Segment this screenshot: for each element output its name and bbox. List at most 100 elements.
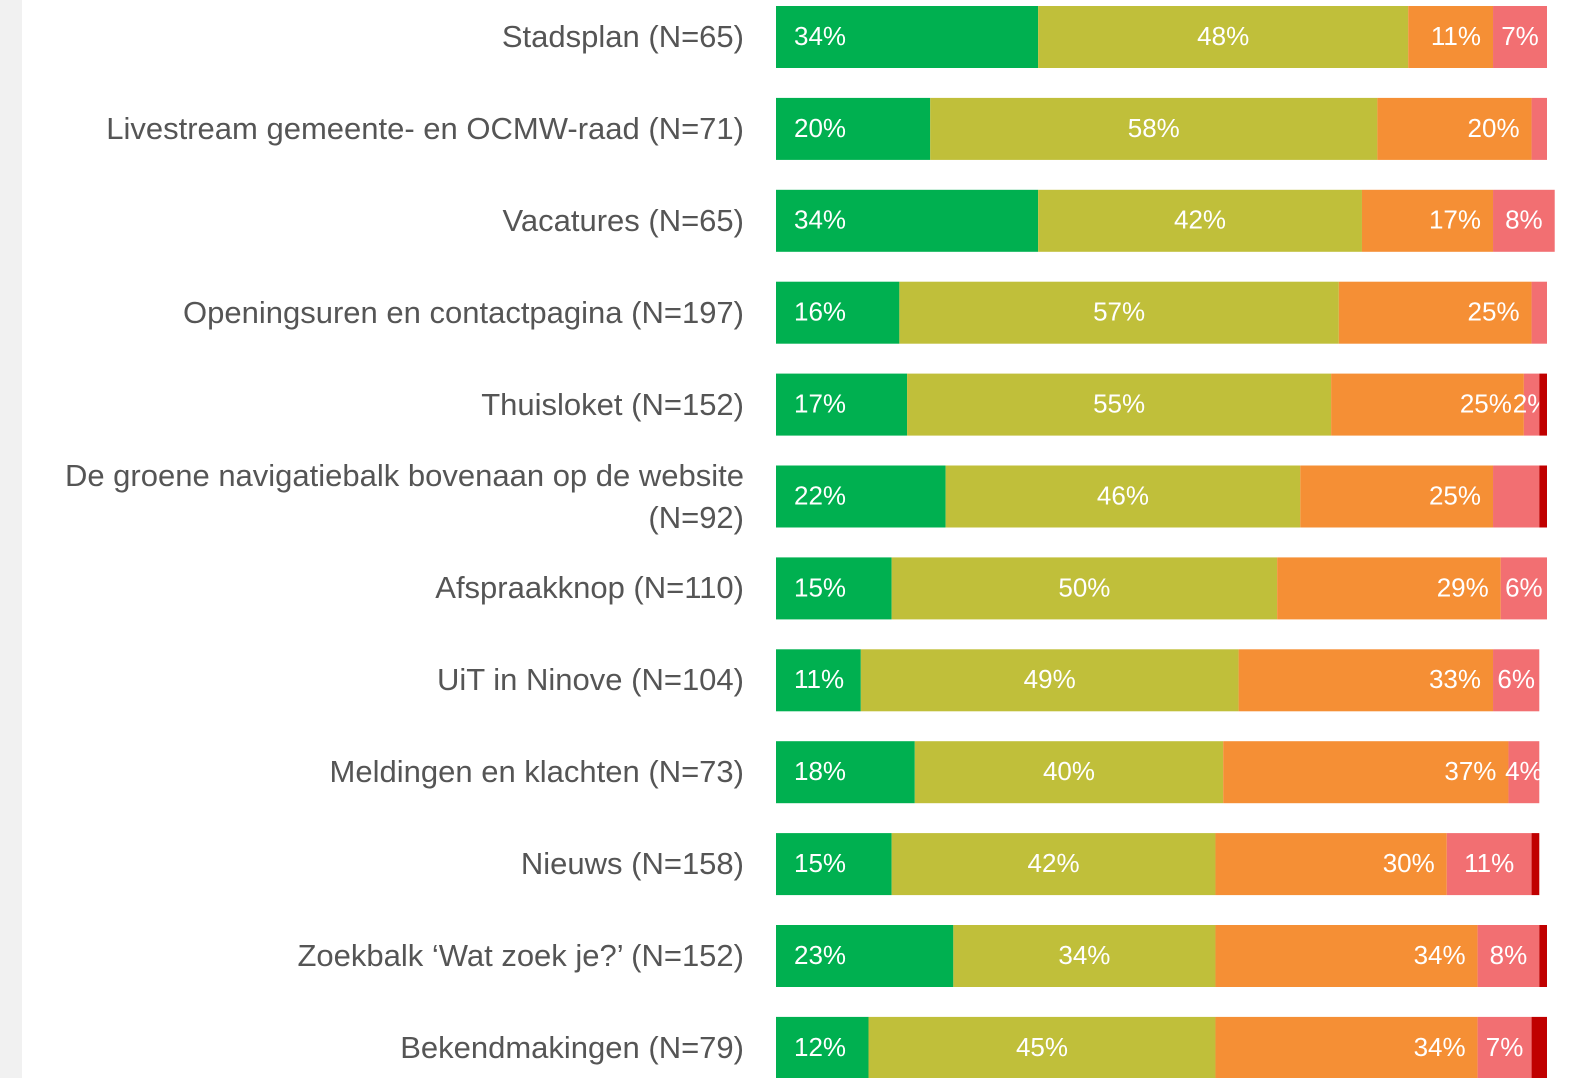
bar-segment — [1508, 741, 1540, 804]
value-label: 40% — [1043, 756, 1095, 786]
bar-segment — [1331, 373, 1524, 436]
bar-segment — [1215, 833, 1447, 896]
category-label: Meldingen en klachten (N=73) — [329, 754, 744, 790]
category-label: Zoekbalk ‘Wat zoek je?’ (N=152) — [297, 938, 744, 973]
bar-segment — [776, 741, 915, 804]
bar-segment — [1500, 557, 1547, 620]
bar-segment — [1531, 97, 1547, 160]
bar-segment — [1223, 741, 1509, 804]
bar-segment — [776, 465, 946, 528]
bar-segment — [776, 6, 1039, 68]
bar-segment — [776, 189, 1039, 252]
bar-segment — [868, 1016, 1216, 1078]
value-label: 16% — [794, 297, 846, 327]
bar-segment — [907, 373, 1332, 436]
bar-segment — [1539, 465, 1547, 528]
bar-segment — [776, 1016, 869, 1078]
value-label: 8% — [1490, 940, 1528, 970]
value-label: 42% — [1028, 848, 1080, 878]
bar-segment — [776, 373, 908, 436]
category-label: Stadsplan (N=65) — [501, 19, 744, 54]
bar-segment — [891, 557, 1278, 620]
bar-segment — [1539, 925, 1547, 987]
bar-segment — [1215, 925, 1478, 987]
bar-segment — [1477, 1016, 1532, 1078]
value-label: 8% — [1505, 205, 1543, 235]
value-label: 18% — [794, 756, 846, 786]
category-label: Afspraakknop (N=110) — [435, 570, 744, 606]
value-label: 45% — [1016, 1032, 1068, 1062]
value-label: 34% — [1414, 940, 1466, 970]
bar-segment — [776, 925, 954, 987]
value-label: 49% — [1024, 664, 1076, 694]
bar-segment — [914, 741, 1224, 804]
bar-segment — [1531, 833, 1540, 896]
bar-segment — [1338, 281, 1532, 344]
value-label: 25% — [1429, 480, 1481, 510]
value-label: 11% — [1464, 848, 1514, 878]
value-label: 34% — [1414, 1032, 1466, 1062]
category-label: UiT in Ninove (N=104) — [437, 662, 744, 698]
bar-segment — [776, 281, 900, 344]
value-label: 34% — [1058, 940, 1110, 970]
bar-segment — [953, 925, 1216, 987]
bar-segment — [1477, 925, 1540, 987]
bar-segment — [1408, 6, 1494, 68]
side-strip — [0, 0, 22, 1078]
category-label: De groene navigatiebalk bovenaan op de w… — [64, 457, 744, 535]
category-label: Openingsuren en contactpagina (N=197) — [183, 294, 744, 330]
bar-segment — [1377, 97, 1532, 160]
value-label: 50% — [1058, 572, 1110, 602]
value-label: 34% — [794, 21, 846, 51]
value-label: 34% — [794, 205, 846, 235]
value-label: 55% — [1093, 388, 1145, 418]
value-label: 25% — [1468, 297, 1520, 327]
bar-segment — [776, 649, 861, 712]
bar-segment — [776, 833, 892, 896]
value-label: 15% — [794, 848, 846, 878]
bar-segment — [1215, 1016, 1478, 1078]
bar-segment — [1038, 189, 1362, 252]
bar-segment — [945, 465, 1301, 528]
value-label: 25% — [1460, 388, 1512, 418]
bar-segment — [1277, 557, 1501, 620]
category-label: Vacatures (N=65) — [502, 202, 744, 238]
value-label: 29% — [1437, 572, 1489, 602]
bar-segment — [1523, 373, 1540, 436]
value-label: 22% — [794, 480, 846, 510]
bar-segment — [899, 281, 1339, 344]
value-label: 20% — [794, 113, 846, 143]
value-label: 11% — [794, 664, 844, 694]
value-label: 23% — [794, 940, 846, 970]
value-label: 6% — [1505, 572, 1543, 602]
category-label: Nieuws (N=158) — [520, 846, 744, 882]
value-label: 12% — [794, 1032, 846, 1062]
value-label: 58% — [1128, 113, 1180, 143]
value-label: 6% — [1497, 664, 1535, 694]
value-label: 57% — [1093, 297, 1145, 327]
value-label: 48% — [1197, 21, 1249, 51]
value-label: 37% — [1444, 756, 1496, 786]
value-label: 15% — [794, 572, 846, 602]
category-label: Bekendmakingen (N=79) — [400, 1029, 744, 1065]
value-label: 7% — [1486, 1032, 1524, 1062]
bar-segment — [1531, 281, 1547, 344]
bar-segment — [930, 97, 1378, 160]
bar-segment — [1493, 465, 1540, 528]
bar-segment — [1493, 649, 1540, 712]
bar-segment — [891, 833, 1216, 896]
bar-segment — [776, 557, 892, 620]
bar-segment — [1493, 6, 1547, 68]
bar-segment — [1531, 1016, 1547, 1078]
value-label: 20% — [1468, 113, 1520, 143]
bar-segment — [1038, 6, 1409, 68]
bar-segment — [1539, 373, 1547, 436]
bar-segment — [1238, 649, 1494, 712]
value-label: 4% — [1505, 756, 1543, 786]
category-label: Thuisloket (N=152) — [481, 386, 744, 422]
value-label: 42% — [1174, 205, 1226, 235]
value-label: 30% — [1383, 848, 1435, 878]
category-label: Livestream gemeente- en OCMW-raad (N=71) — [106, 110, 744, 146]
